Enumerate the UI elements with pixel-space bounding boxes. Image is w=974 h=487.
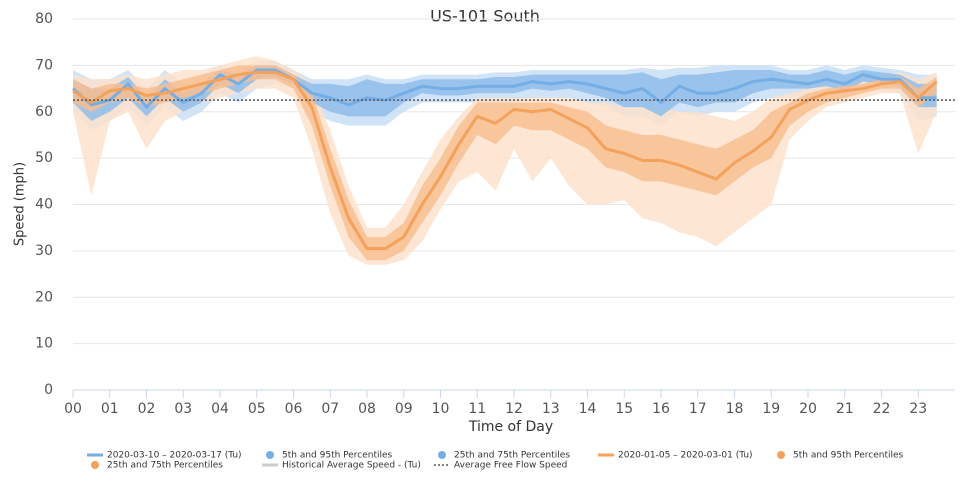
y-tick-label: 10 (35, 336, 53, 352)
x-tick-label: 02 (138, 401, 156, 417)
legend-symbol (438, 451, 446, 459)
x-tick-label: 12 (505, 401, 523, 417)
legend-label: 2020-03-10 – 2020-03-17 (Tu) (107, 451, 242, 461)
percentile-band (73, 65, 937, 261)
legend-label: 25th and 75th Percentiles (107, 461, 223, 471)
y-axis-title: Speed (mph) (13, 162, 28, 246)
x-tick-label: 10 (432, 401, 450, 417)
x-tick-label: 06 (285, 401, 303, 417)
y-tick-label: 20 (35, 289, 53, 305)
speed-line (72, 68, 937, 109)
x-tick-label: 21 (836, 401, 854, 417)
x-tick-label: 15 (615, 401, 633, 417)
legend-label: Historical Average Speed - (Tu) (282, 461, 421, 471)
speed-line (72, 70, 938, 251)
x-tick-label: 09 (395, 401, 413, 417)
y-tick-label: 40 (35, 197, 53, 213)
legend-label: 25th and 75th Percentiles (454, 451, 570, 461)
x-tick-label: 05 (248, 401, 266, 417)
x-tick-label: 20 (799, 401, 817, 417)
x-tick-label: 01 (101, 401, 119, 417)
legend-label: Average Free Flow Speed (454, 461, 567, 471)
percentile-band (73, 56, 937, 265)
y-tick-label: 80 (35, 11, 53, 27)
x-tick-label: 07 (321, 401, 339, 417)
chart-title: US-101 South (430, 7, 540, 26)
y-tick-label: 30 (35, 243, 53, 259)
x-tick-label: 16 (652, 401, 670, 417)
x-tick-label: 13 (542, 401, 560, 417)
x-tick-label: 08 (358, 401, 376, 417)
y-tick-label: 50 (35, 150, 53, 166)
x-tick-label: 19 (762, 401, 780, 417)
legend-label: 5th and 95th Percentiles (282, 451, 393, 461)
x-tick-label: 03 (174, 401, 192, 417)
y-tick-label: 70 (35, 57, 53, 73)
legend-label: 5th and 95th Percentiles (793, 451, 904, 461)
x-tick-label: 11 (468, 401, 486, 417)
legend-symbol (266, 451, 274, 459)
x-tick-label: 00 (64, 401, 82, 417)
legend-symbol (777, 451, 785, 459)
x-tick-label: 18 (726, 401, 744, 417)
legend-symbol (91, 461, 99, 469)
x-tick-label: 22 (873, 401, 891, 417)
y-tick-label: 60 (35, 104, 53, 120)
x-tick-label: 04 (211, 401, 229, 417)
y-tick-label: 0 (44, 382, 53, 398)
legend-label: 2020-01-05 – 2020-03-01 (Tu) (618, 451, 753, 461)
x-tick-label: 17 (689, 401, 707, 417)
x-tick-label: 23 (909, 401, 927, 417)
x-tick-label: 14 (579, 401, 597, 417)
x-axis-title: Time of Day (468, 419, 553, 435)
